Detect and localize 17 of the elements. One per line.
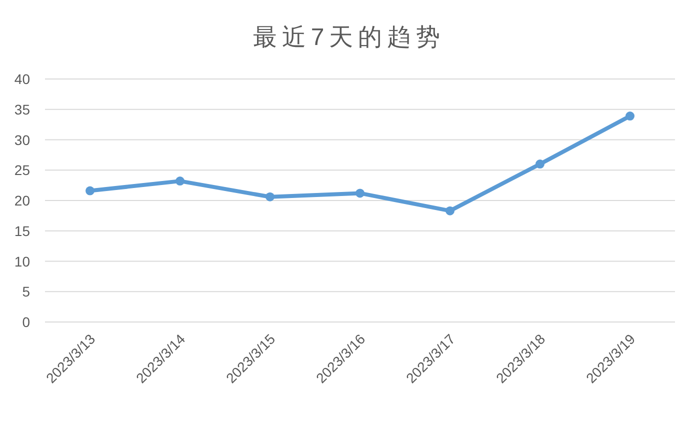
point	[446, 206, 454, 216]
y-tick-label: 25	[14, 162, 30, 178]
y-tick-label: 15	[14, 222, 30, 239]
point	[266, 192, 274, 202]
point	[176, 176, 184, 186]
point	[86, 186, 94, 196]
y-tick-label: 20	[14, 192, 30, 208]
point	[536, 160, 544, 169]
y-tick-label: 10	[14, 253, 30, 270]
y-tick-label: 40	[14, 71, 30, 87]
point	[626, 112, 634, 121]
y-tick-label: 30	[14, 132, 30, 148]
y-tick-label: 5	[22, 284, 30, 300]
chart-title: 最近7天的趋势	[252, 24, 446, 51]
point	[356, 188, 364, 198]
y-tick-label: 0	[22, 314, 30, 330]
y-tick-label: 35	[14, 101, 30, 118]
